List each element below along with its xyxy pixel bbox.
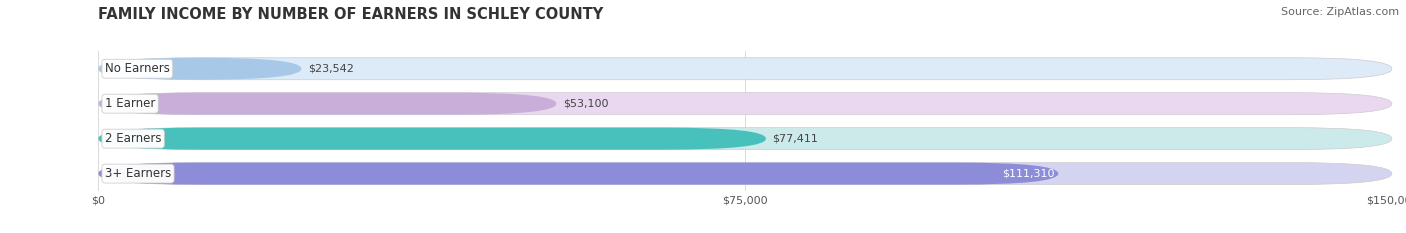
Text: 3+ Earners: 3+ Earners (105, 167, 172, 180)
Text: 1 Earner: 1 Earner (105, 97, 155, 110)
Text: FAMILY INCOME BY NUMBER OF EARNERS IN SCHLEY COUNTY: FAMILY INCOME BY NUMBER OF EARNERS IN SC… (98, 7, 603, 22)
FancyBboxPatch shape (98, 163, 1059, 185)
FancyBboxPatch shape (98, 163, 1392, 185)
FancyBboxPatch shape (98, 93, 1392, 115)
Text: 2 Earners: 2 Earners (105, 132, 162, 145)
FancyBboxPatch shape (98, 58, 301, 80)
FancyBboxPatch shape (98, 58, 1392, 80)
Text: $23,542: $23,542 (308, 64, 354, 74)
FancyBboxPatch shape (98, 128, 766, 150)
Text: $77,411: $77,411 (772, 134, 818, 144)
Text: $111,310: $111,310 (1002, 169, 1054, 178)
Text: No Earners: No Earners (105, 62, 170, 75)
FancyBboxPatch shape (98, 93, 557, 115)
Text: Source: ZipAtlas.com: Source: ZipAtlas.com (1281, 7, 1399, 17)
FancyBboxPatch shape (98, 128, 1392, 150)
Text: $53,100: $53,100 (562, 99, 609, 109)
